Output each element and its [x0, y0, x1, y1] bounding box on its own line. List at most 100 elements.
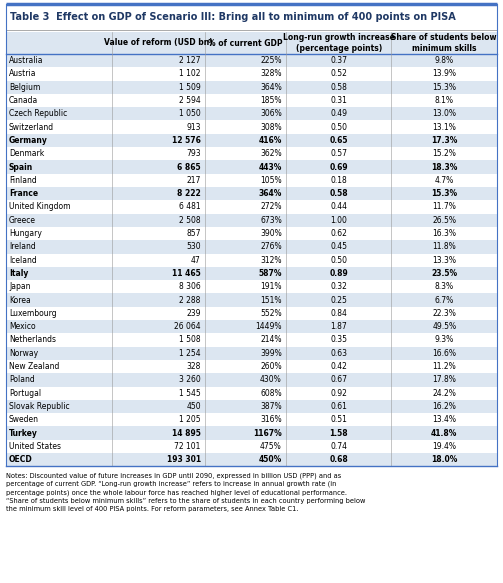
- Text: Long-run growth increase
(percentage points): Long-run growth increase (percentage poi…: [283, 33, 394, 53]
- Text: 8.3%: 8.3%: [435, 282, 454, 292]
- Bar: [6, 32, 497, 54]
- Text: Austria: Austria: [9, 69, 37, 79]
- Bar: [6, 347, 497, 360]
- Text: 0.37: 0.37: [330, 56, 347, 65]
- Text: 0.35: 0.35: [330, 335, 347, 345]
- Text: 0.67: 0.67: [330, 375, 347, 384]
- Text: Table 3  Effect on GDP of Scenario III: Bring all to minimum of 400 points on PI: Table 3 Effect on GDP of Scenario III: B…: [10, 12, 456, 22]
- Bar: [6, 293, 497, 307]
- Text: Mexico: Mexico: [9, 322, 36, 331]
- Text: 1.87: 1.87: [330, 322, 347, 331]
- Bar: [6, 147, 497, 160]
- Text: 6.7%: 6.7%: [435, 296, 454, 304]
- Text: 608%: 608%: [260, 389, 282, 398]
- Text: 0.92: 0.92: [330, 389, 347, 398]
- Text: 0.65: 0.65: [329, 136, 348, 145]
- Text: 443%: 443%: [259, 163, 282, 171]
- Text: 3 260: 3 260: [179, 375, 201, 384]
- Text: 390%: 390%: [260, 229, 282, 238]
- Text: 214%: 214%: [261, 335, 282, 345]
- Text: 13.0%: 13.0%: [432, 110, 456, 118]
- Text: 306%: 306%: [260, 110, 282, 118]
- Text: 364%: 364%: [259, 189, 282, 198]
- Text: 13.3%: 13.3%: [432, 256, 456, 265]
- Text: 0.31: 0.31: [330, 96, 347, 105]
- Text: 6 481: 6 481: [179, 202, 201, 212]
- Bar: [6, 440, 497, 453]
- Text: 450: 450: [186, 402, 201, 411]
- Text: Luxembourg: Luxembourg: [9, 309, 57, 318]
- Text: Korea: Korea: [9, 296, 31, 304]
- Text: Sweden: Sweden: [9, 415, 39, 424]
- Text: 0.63: 0.63: [330, 349, 347, 358]
- Text: Denmark: Denmark: [9, 149, 44, 158]
- Text: 0.58: 0.58: [329, 189, 348, 198]
- Text: Greece: Greece: [9, 216, 36, 225]
- Text: 308%: 308%: [260, 122, 282, 132]
- Text: 913: 913: [186, 122, 201, 132]
- Text: 17.8%: 17.8%: [432, 375, 456, 384]
- Text: United States: United States: [9, 442, 61, 451]
- Bar: [6, 174, 497, 187]
- Bar: [6, 280, 497, 293]
- Text: 12 576: 12 576: [172, 136, 201, 145]
- Text: 362%: 362%: [260, 149, 282, 158]
- Text: 191%: 191%: [261, 282, 282, 292]
- Text: 0.49: 0.49: [330, 110, 347, 118]
- Text: 0.62: 0.62: [330, 229, 347, 238]
- Text: 8 306: 8 306: [179, 282, 201, 292]
- Text: 15.2%: 15.2%: [432, 149, 456, 158]
- Text: 11.8%: 11.8%: [433, 243, 456, 251]
- Text: 9.3%: 9.3%: [435, 335, 454, 345]
- Text: 530: 530: [186, 243, 201, 251]
- Text: 1167%: 1167%: [253, 429, 282, 438]
- Bar: [6, 360, 497, 373]
- Text: 13.4%: 13.4%: [432, 415, 456, 424]
- Text: 587%: 587%: [259, 269, 282, 278]
- Text: 328: 328: [187, 362, 201, 371]
- Text: 1 509: 1 509: [179, 83, 201, 92]
- Text: 49.5%: 49.5%: [432, 322, 456, 331]
- Text: 364%: 364%: [260, 83, 282, 92]
- Text: Slovak Republic: Slovak Republic: [9, 402, 69, 411]
- Text: Germany: Germany: [9, 136, 48, 145]
- Text: 416%: 416%: [259, 136, 282, 145]
- Text: 0.68: 0.68: [329, 455, 348, 464]
- Text: 0.18: 0.18: [330, 176, 347, 185]
- Text: 15.3%: 15.3%: [432, 83, 456, 92]
- Text: 105%: 105%: [260, 176, 282, 185]
- Text: 6 865: 6 865: [177, 163, 201, 171]
- Text: 17.3%: 17.3%: [431, 136, 457, 145]
- Bar: [6, 267, 497, 280]
- Text: 11.7%: 11.7%: [432, 202, 456, 212]
- Text: 16.3%: 16.3%: [432, 229, 456, 238]
- Text: Hungary: Hungary: [9, 229, 42, 238]
- Text: 0.84: 0.84: [330, 309, 347, 318]
- Text: 0.45: 0.45: [330, 243, 347, 251]
- Text: 41.8%: 41.8%: [431, 429, 457, 438]
- Text: Turkey: Turkey: [9, 429, 38, 438]
- Text: Belgium: Belgium: [9, 83, 40, 92]
- Text: 19.4%: 19.4%: [432, 442, 456, 451]
- Text: 4.7%: 4.7%: [435, 176, 454, 185]
- Text: 11 465: 11 465: [172, 269, 201, 278]
- Bar: [6, 201, 497, 213]
- Text: Spain: Spain: [9, 163, 33, 171]
- Text: 0.89: 0.89: [329, 269, 348, 278]
- Text: 239: 239: [186, 309, 201, 318]
- Text: 0.74: 0.74: [330, 442, 347, 451]
- Bar: [6, 307, 497, 320]
- Bar: [6, 187, 497, 201]
- Text: 312%: 312%: [261, 256, 282, 265]
- Bar: [6, 160, 497, 174]
- Text: 1449%: 1449%: [256, 322, 282, 331]
- Text: 272%: 272%: [261, 202, 282, 212]
- Text: 15.3%: 15.3%: [431, 189, 457, 198]
- Text: 1 508: 1 508: [179, 335, 201, 345]
- Text: 13.1%: 13.1%: [432, 122, 456, 132]
- Bar: [6, 134, 497, 147]
- Text: 13.9%: 13.9%: [432, 69, 456, 79]
- Text: Italy: Italy: [9, 269, 28, 278]
- Text: 26 064: 26 064: [174, 322, 201, 331]
- Bar: [6, 80, 497, 94]
